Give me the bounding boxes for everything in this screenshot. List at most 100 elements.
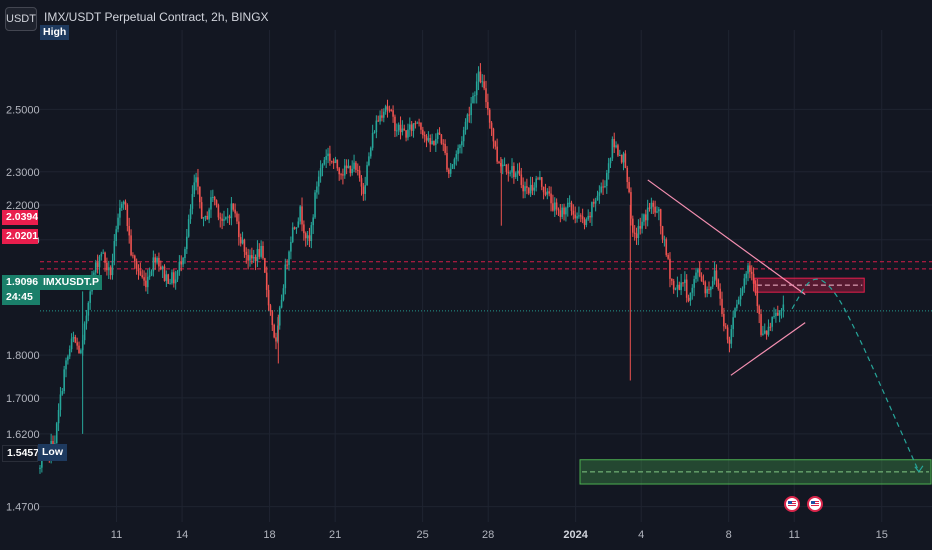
candle-body — [146, 276, 149, 288]
candle-body — [516, 170, 519, 174]
candle-body — [416, 122, 419, 124]
candle-body — [568, 202, 571, 204]
candle-body — [306, 235, 309, 239]
candle-body — [83, 323, 86, 341]
candle-body — [221, 218, 223, 221]
candle-body — [743, 278, 746, 289]
candle-body — [412, 123, 415, 131]
candle-body — [154, 257, 157, 263]
chart-grid — [40, 30, 932, 522]
candle-body — [182, 258, 184, 265]
candle-body — [509, 172, 511, 174]
time-axis-label: 25 — [416, 529, 428, 541]
candle-body — [158, 257, 160, 267]
candle-body — [470, 103, 472, 116]
candle-body — [293, 227, 296, 229]
candle-body — [137, 269, 140, 272]
candle-body — [399, 124, 402, 133]
candle-body — [70, 338, 73, 350]
candle-body — [208, 209, 210, 220]
candle-body — [215, 200, 218, 206]
candle-body — [423, 135, 426, 137]
candle-body — [304, 233, 307, 239]
candle-body — [377, 120, 380, 122]
candle-body — [461, 141, 463, 146]
candle-body — [721, 298, 723, 314]
candle-body — [576, 216, 578, 219]
candle-body — [265, 272, 268, 290]
candle-body — [319, 168, 322, 177]
candle-body — [80, 350, 82, 354]
candle-body — [771, 316, 773, 327]
candle-body — [124, 201, 127, 205]
time-axis-label: 2024 — [563, 529, 588, 541]
candle-body — [78, 345, 80, 354]
candle-body — [130, 235, 132, 256]
candle-body — [403, 128, 406, 131]
candle-body — [59, 394, 62, 410]
candle-body — [386, 106, 389, 110]
time-axis-label: 11 — [111, 529, 122, 541]
candle-body — [609, 158, 612, 164]
candle-body — [633, 232, 636, 234]
candle-body — [373, 132, 376, 134]
candle-body — [321, 164, 324, 169]
candle-body — [106, 262, 108, 271]
low-label: Low — [38, 444, 67, 461]
candle-body — [501, 164, 504, 167]
candle-body — [245, 251, 248, 255]
candle-body — [700, 276, 703, 282]
candle-body — [474, 95, 476, 97]
us-flag-event-icon[interactable] — [784, 496, 800, 512]
candle-body — [646, 207, 649, 221]
projection-path — [791, 278, 920, 473]
candle-body — [238, 221, 240, 238]
currency-selector-button[interactable]: USDT — [5, 7, 37, 31]
candle-body — [278, 307, 281, 326]
candle-body — [654, 206, 656, 213]
candle-body — [212, 197, 214, 199]
candle-body — [561, 207, 563, 217]
candle-body — [225, 217, 227, 220]
candle-body — [663, 239, 666, 241]
candle-body — [641, 221, 643, 229]
candle-body — [267, 289, 270, 306]
candle-body — [776, 312, 779, 316]
candle-body — [449, 168, 452, 174]
candle-body — [756, 287, 759, 307]
candle-body — [102, 252, 104, 254]
candle-body — [546, 191, 549, 195]
candle-body — [390, 109, 393, 111]
candle-body — [524, 186, 526, 192]
candle-body — [210, 197, 212, 210]
candle-body — [697, 269, 699, 273]
us-flag-event-icon[interactable] — [807, 496, 823, 512]
candle-body — [518, 170, 521, 175]
candle-body — [349, 165, 352, 174]
candle-body — [219, 217, 222, 219]
candle-body — [448, 169, 450, 174]
candle-body — [615, 145, 617, 148]
high-label: High — [40, 25, 70, 40]
candle-body — [780, 310, 783, 312]
candle-body — [286, 264, 288, 266]
candle-body — [737, 299, 740, 305]
candle-body — [468, 114, 471, 116]
candle-body — [715, 270, 718, 280]
candle-body — [583, 219, 586, 225]
candle-body — [596, 195, 599, 201]
candle-body — [230, 203, 233, 219]
candle-body — [579, 215, 582, 217]
candle-body — [498, 161, 500, 164]
candle-body — [436, 132, 439, 140]
candle-body — [674, 288, 677, 290]
candle-body — [494, 141, 497, 147]
candle-body — [535, 178, 537, 188]
candle-body — [167, 274, 170, 284]
chart-zones — [579, 277, 932, 485]
candle-body — [401, 128, 404, 133]
candle-body — [67, 356, 69, 361]
candles — [39, 63, 785, 474]
candle-body — [243, 239, 246, 252]
